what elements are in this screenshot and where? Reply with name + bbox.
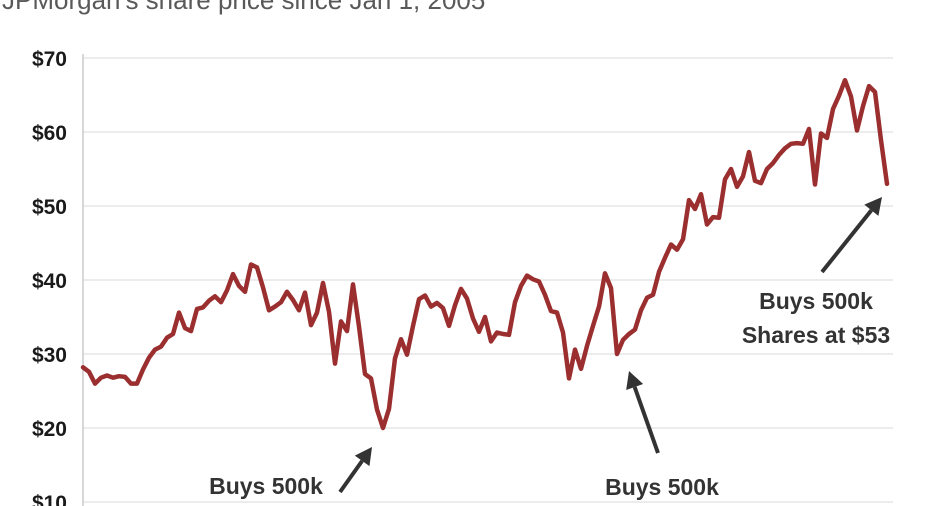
price-line — [80, 77, 890, 431]
price-series — [80, 77, 890, 431]
annotation-arrowhead — [864, 197, 882, 216]
annotation-arrow — [338, 459, 364, 494]
annotation-arrowhead — [354, 447, 372, 467]
annotation-label: Buys 500k — [605, 474, 719, 500]
y-tick-label: $60 — [32, 122, 67, 145]
y-tick-label: $30 — [32, 344, 67, 367]
annotation: Buys 500k — [209, 447, 372, 499]
annotation-arrow — [820, 209, 873, 274]
y-tick-label: $20 — [32, 418, 67, 441]
y-tick-label: $10 — [32, 492, 67, 506]
annotation-arrowhead — [626, 371, 644, 391]
y-tick-label: $40 — [32, 270, 67, 293]
annotations: Buys 500k Buys 500k Buys 500k Shares at $53 — [209, 197, 890, 500]
annotation: Buys 500k Shares at $53 — [742, 197, 890, 348]
annotation-arrow — [632, 386, 660, 454]
y-tick-label: $50 — [32, 196, 67, 219]
y-tick-label: $70 — [32, 48, 67, 71]
y-axis-ticks: $10 $20 $30 $40 $50 $60 $70 — [32, 48, 67, 506]
annotation-label: Buys 500k — [759, 288, 873, 314]
chart-title: JPMorgan's share price since Jan 1, 2005 — [2, 0, 485, 15]
annotation-label: Shares at $53 — [742, 322, 890, 348]
annotation: Buys 500k — [605, 371, 719, 500]
gridlines — [83, 57, 893, 503]
annotation-label: Buys 500k — [209, 473, 323, 499]
